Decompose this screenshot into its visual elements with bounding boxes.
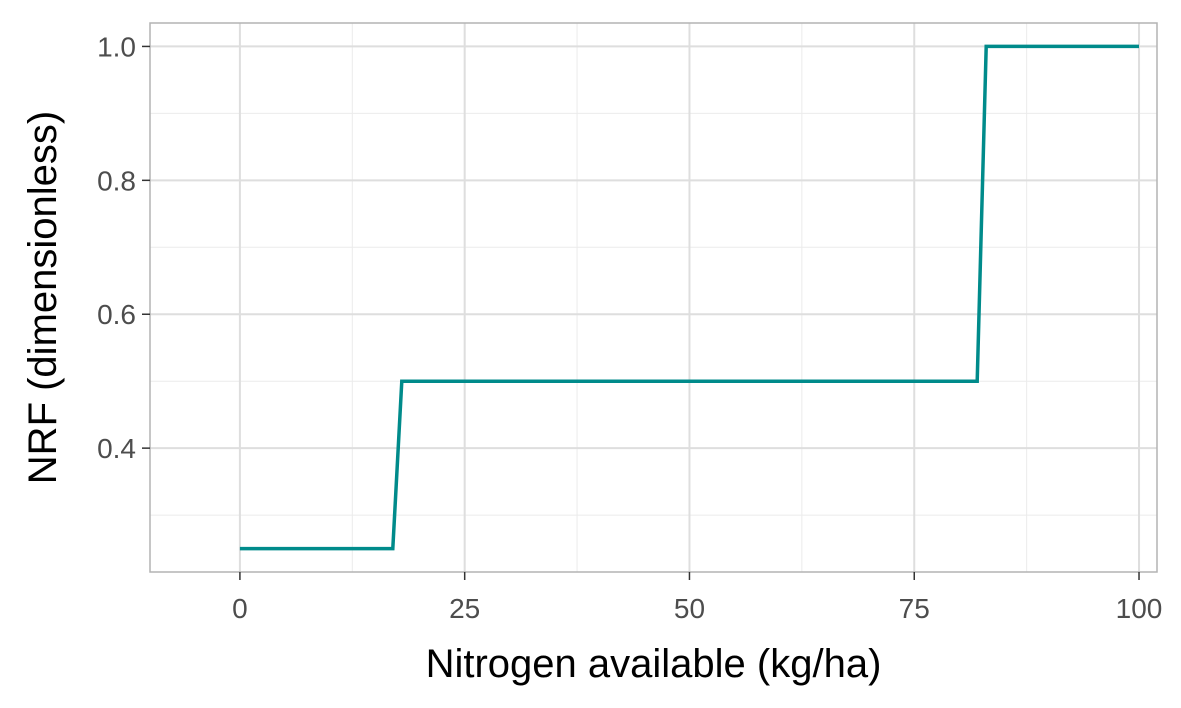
x-tick-label: 75: [899, 593, 930, 624]
plot-panel-border: [149, 22, 1158, 573]
x-tick-label: 100: [1116, 593, 1163, 624]
x-tick-label: 50: [674, 593, 705, 624]
y-tick-label: 1.0: [97, 31, 136, 62]
x-tick-label: 25: [449, 593, 480, 624]
y-axis-title: NRF (dimensionless): [21, 111, 65, 484]
y-tick-label: 0.8: [97, 165, 136, 196]
y-tick-label: 0.6: [97, 299, 136, 330]
x-axis-ticks: 0 25 50 75 100: [232, 572, 1162, 624]
x-tick-label: 0: [232, 593, 248, 624]
y-tick-label: 0.4: [97, 433, 136, 464]
y-axis-ticks: 0.4 0.6 0.8 1.0: [97, 31, 150, 464]
minor-gridlines: [150, 23, 1157, 572]
series-layer: [239, 44, 1139, 551]
series-line: [239, 44, 1139, 551]
x-axis-title: Nitrogen available (kg/ha): [426, 642, 882, 686]
major-gridlines: [150, 23, 1157, 572]
